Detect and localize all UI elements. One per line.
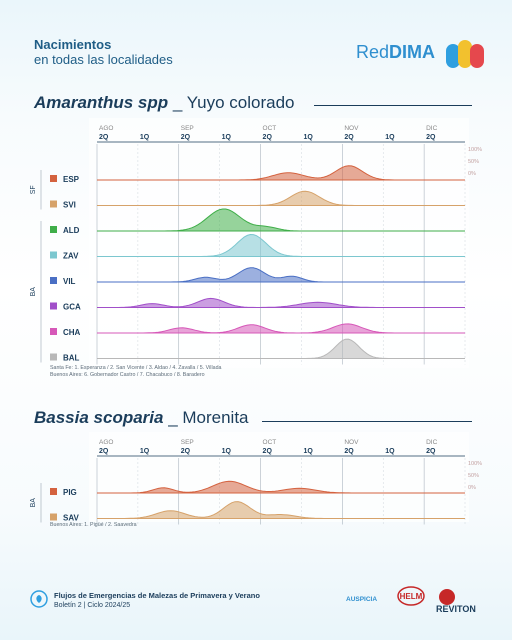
month-tick-label: AGO (99, 125, 113, 132)
series-label: ZAV (63, 252, 79, 261)
month-tick-label: AGO (99, 439, 113, 446)
helm-logo: HELM (397, 586, 425, 606)
scale-label: 0% (468, 485, 476, 491)
half-tick-label: 2Q (426, 134, 436, 141)
plot-background (89, 432, 469, 522)
series-label: SVI (63, 201, 76, 210)
series-label: VIL (63, 277, 76, 286)
half-tick-label: 1Q (385, 134, 395, 141)
scale-label: 100% (468, 147, 482, 153)
series-label: PIG (63, 488, 77, 497)
series-ridge-sav (97, 501, 465, 519)
series-ridge-pig (97, 480, 465, 494)
series-ridge-svi (97, 190, 465, 206)
series-marker (50, 513, 57, 521)
half-tick-label: 2Q (99, 134, 109, 141)
month-tick-label: SEP (181, 125, 194, 132)
series-ridge-bal (97, 338, 465, 359)
chart-title-amaranthus: Amaranthus spp _ Yuyo colorado (34, 93, 295, 112)
series-label: BAL (63, 354, 80, 363)
half-tick-label: 2Q (263, 448, 273, 455)
month-tick-label: OCT (263, 125, 277, 132)
scale-label: 100% (468, 461, 482, 467)
half-tick-label: 2Q (99, 448, 109, 455)
half-tick-label: 2Q (426, 448, 436, 455)
series-ridge-ald (97, 208, 465, 232)
series-label: GCA (63, 303, 81, 312)
scale-label: 50% (468, 159, 479, 165)
month-tick-label: SEP (181, 439, 194, 446)
month-tick-label: NOV (344, 439, 359, 446)
half-tick-label: 2Q (344, 448, 354, 455)
series-ridge-gca (97, 297, 465, 308)
month-tick-label: NOV (344, 125, 359, 132)
half-tick-label: 1Q (222, 448, 232, 455)
chart-caption: Buenos Aires: 6. Gobernador Castro / 7. … (50, 372, 205, 378)
series-marker (50, 226, 57, 233)
half-tick-label: 2Q (181, 448, 191, 455)
title-rule (262, 421, 472, 422)
group-label: BA (30, 287, 37, 297)
helm-logo-text: HELM (400, 592, 423, 601)
reddima-logo: RedDIMA (356, 42, 436, 62)
half-tick-label: 1Q (140, 448, 150, 455)
half-tick-label: 2Q (181, 134, 191, 141)
month-tick-label: DIC (426, 439, 438, 446)
chart-amaranthus: AGO SEP OCT NOV DIC 2Q 1Q 2Q 1Q 2Q 1Q 2Q 1Q 2Q 100% 50%… (30, 118, 482, 378)
scale-label: 0% (468, 171, 476, 177)
series-ridge-cha (97, 323, 465, 334)
scale-label: 50% (468, 473, 479, 479)
series-label: SAV (63, 514, 80, 523)
series-marker (50, 200, 57, 208)
bulletin-icon (30, 590, 48, 608)
series-marker (50, 175, 57, 182)
series-marker (50, 353, 57, 361)
series-label: CHA (63, 328, 81, 337)
chart-caption: Santa Fe: 1. Esperanza / 2. San Vicente … (50, 365, 222, 371)
reviton-mark-icon (439, 589, 455, 605)
page-title: Nacimientos (34, 37, 112, 52)
chart-bassia: AGO SEP OCT NOV DIC 2Q 1Q 2Q 1Q 2Q 1Q 2Q 1Q 2Q 100% 50%… (30, 432, 482, 528)
footer-title: Flujos de Emergencias de Malezas de Prim… (54, 591, 260, 600)
chart-caption: Buenos Aires: 1. Pigüé / 2. Saavedra (50, 522, 137, 528)
month-tick-label: DIC (426, 125, 438, 132)
half-tick-label: 1Q (303, 134, 313, 141)
series-marker (50, 251, 57, 259)
series-marker (50, 488, 57, 495)
series-marker (50, 277, 57, 284)
auspicia-label: AUSPICIA (346, 596, 378, 603)
reviton-logo: REVITON (436, 604, 476, 614)
half-tick-label: 1Q (222, 134, 232, 141)
series-ridge-esp (97, 165, 465, 181)
footer-subtitle: Boletín 2 | Ciclo 2024/25 (54, 602, 131, 609)
group-label: SF (30, 185, 37, 194)
chart-title-bassia: Bassia scoparia _ Morenita (34, 408, 249, 427)
series-marker (50, 328, 57, 335)
half-tick-label: 1Q (385, 448, 395, 455)
series-marker (50, 302, 57, 310)
half-tick-label: 1Q (303, 448, 313, 455)
group-label: BA (30, 498, 37, 508)
half-tick-label: 2Q (263, 134, 273, 141)
plot-background (89, 118, 469, 368)
series-ridge-zav (97, 233, 465, 257)
half-tick-label: 2Q (344, 134, 354, 141)
reddima-logo-icon (446, 40, 484, 68)
series-label: ESP (63, 175, 80, 184)
title-rule (314, 105, 472, 106)
series-ridge-vil (97, 267, 465, 283)
page-subtitle: en todas las localidades (34, 52, 173, 67)
series-label: ALD (63, 226, 80, 235)
half-tick-label: 1Q (140, 134, 150, 141)
month-tick-label: OCT (263, 439, 277, 446)
